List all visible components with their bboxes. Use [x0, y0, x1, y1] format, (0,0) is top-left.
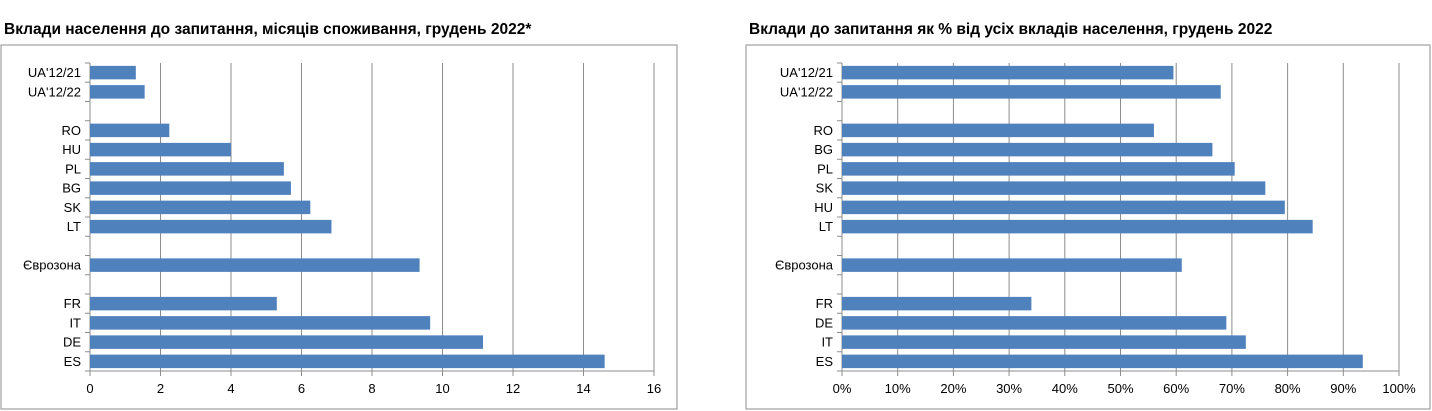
- x-tick-label: 70%: [1219, 381, 1245, 396]
- bar: [90, 316, 431, 330]
- y-category-label: ES: [64, 354, 82, 369]
- x-tick-label: 50%: [1107, 381, 1133, 396]
- bar-chart-share-of-deposits: 0% 10% 20% 30% 40% 50% 60% 70% 80% 90% 100% UA'12/2…: [745, 44, 1431, 410]
- bar: [90, 258, 420, 272]
- x-tick-label: 20%: [940, 381, 966, 396]
- y-category-label: LT: [67, 219, 81, 234]
- y-category-label: UA'12/21: [28, 65, 81, 80]
- y-category-label: HU: [62, 142, 81, 157]
- y-category-label: LT: [819, 219, 833, 234]
- y-category-label: Єврозона: [23, 258, 82, 273]
- bar: [842, 85, 1221, 99]
- y-category-label: SK: [816, 181, 834, 196]
- y-category-label: UA'12/22: [28, 84, 81, 99]
- bar: [842, 258, 1182, 272]
- x-tick-label: 2: [157, 381, 164, 396]
- bar: [90, 335, 484, 349]
- chart-frame: [0, 44, 678, 410]
- bar: [90, 354, 605, 369]
- bar: [842, 335, 1246, 349]
- y-category-label: IT: [821, 335, 833, 350]
- x-tick-label: 4: [227, 381, 234, 396]
- bar: [842, 162, 1235, 176]
- x-tick-label: 90%: [1330, 381, 1356, 396]
- bar: [90, 142, 231, 157]
- x-tick-label: 10%: [885, 381, 911, 396]
- bar: [90, 123, 170, 138]
- chart-panel-share-of-deposits: 0% 10% 20% 30% 40% 50% 60% 70% 80% 90% 100% UA'12/2…: [745, 0, 1432, 411]
- bar: [90, 296, 277, 311]
- x-tick-label: 60%: [1163, 381, 1189, 396]
- x-tick-label: 14: [576, 381, 590, 396]
- bar: [842, 296, 1032, 311]
- y-category-label: UA'12/22: [780, 84, 833, 99]
- y-category-label: BG: [62, 181, 81, 196]
- x-tick-label: 16: [647, 381, 661, 396]
- x-tick-label: 10: [435, 381, 449, 396]
- y-category-label: FR: [816, 296, 833, 311]
- y-category-label: RO: [814, 123, 834, 138]
- chart-panel-consumption-months: 0 2 4 6 8 10 12 14 16 UA'12/21 UA'12/22 RO HU PL BG SK L…: [0, 0, 700, 411]
- y-category-label: DE: [63, 335, 81, 350]
- bar: [842, 181, 1266, 195]
- x-tick-label: 40%: [1052, 381, 1078, 396]
- x-tick-label: 8: [368, 381, 375, 396]
- y-category-label: SK: [64, 200, 82, 215]
- bar: [842, 123, 1154, 138]
- bar: [90, 181, 291, 195]
- chart-frame: [745, 44, 1431, 410]
- y-category-label: FR: [64, 296, 81, 311]
- bar: [842, 316, 1227, 330]
- chart-title: Вклади населення до запитання, місяців с…: [4, 21, 532, 38]
- y-category-label: HU: [814, 200, 833, 215]
- bar: [90, 65, 136, 80]
- x-tick-label: 6: [298, 381, 305, 396]
- y-category-label: IT: [69, 315, 81, 330]
- bar: [842, 200, 1285, 215]
- y-category-label: Єврозона: [775, 258, 834, 273]
- y-category-label: UA'12/21: [780, 65, 833, 80]
- bar: [90, 85, 145, 99]
- x-tick-label: 12: [506, 381, 520, 396]
- x-tick-label: 30%: [996, 381, 1022, 396]
- bar: [842, 354, 1363, 369]
- bar: [90, 162, 284, 176]
- y-category-label: PL: [817, 161, 833, 176]
- bar: [842, 65, 1174, 80]
- bar: [90, 219, 332, 234]
- x-tick-label: 80%: [1275, 381, 1301, 396]
- x-tick-label: 0: [86, 381, 93, 396]
- y-category-label: BG: [814, 142, 833, 157]
- y-category-label: ES: [816, 354, 834, 369]
- bar: [842, 142, 1213, 157]
- bar: [842, 219, 1313, 234]
- y-category-label: DE: [815, 315, 833, 330]
- y-category-label: RO: [62, 123, 82, 138]
- y-category-label: PL: [65, 161, 81, 176]
- chart-title: Вклади до запитання як % від усіх вкладі…: [749, 21, 1273, 38]
- x-tick-label: 100%: [1382, 381, 1416, 396]
- x-tick-label: 0%: [833, 381, 852, 396]
- bar-chart-consumption-months: 0 2 4 6 8 10 12 14 16 UA'12/21 UA'12/22 RO HU PL BG SK L…: [0, 44, 678, 410]
- bar: [90, 200, 311, 215]
